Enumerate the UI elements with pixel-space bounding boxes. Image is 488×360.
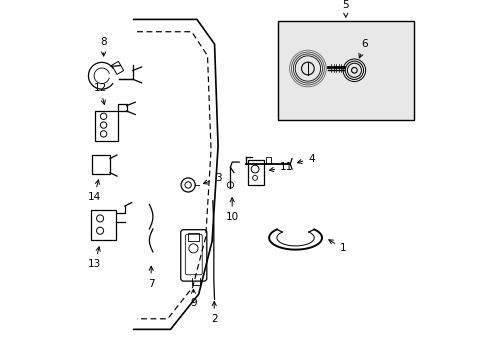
Text: 5: 5: [342, 0, 348, 17]
Text: 10: 10: [225, 198, 238, 222]
Bar: [92, 155, 110, 174]
Bar: [91, 210, 116, 239]
Bar: [277, 21, 413, 120]
Text: 11: 11: [269, 162, 293, 172]
Text: 1: 1: [328, 240, 346, 253]
Text: 3: 3: [203, 173, 221, 184]
Bar: [247, 160, 264, 185]
Text: 4: 4: [297, 153, 314, 163]
Text: 6: 6: [358, 39, 367, 58]
Text: 14: 14: [87, 180, 101, 202]
Bar: [111, 62, 123, 75]
Text: 9: 9: [190, 289, 196, 308]
Bar: [277, 21, 413, 120]
Text: 7: 7: [147, 266, 154, 289]
Bar: [188, 233, 198, 241]
Bar: [95, 111, 118, 141]
Text: 2: 2: [210, 302, 217, 324]
Text: 13: 13: [88, 247, 101, 269]
Text: 8: 8: [100, 37, 107, 56]
Text: 12: 12: [93, 83, 106, 104]
